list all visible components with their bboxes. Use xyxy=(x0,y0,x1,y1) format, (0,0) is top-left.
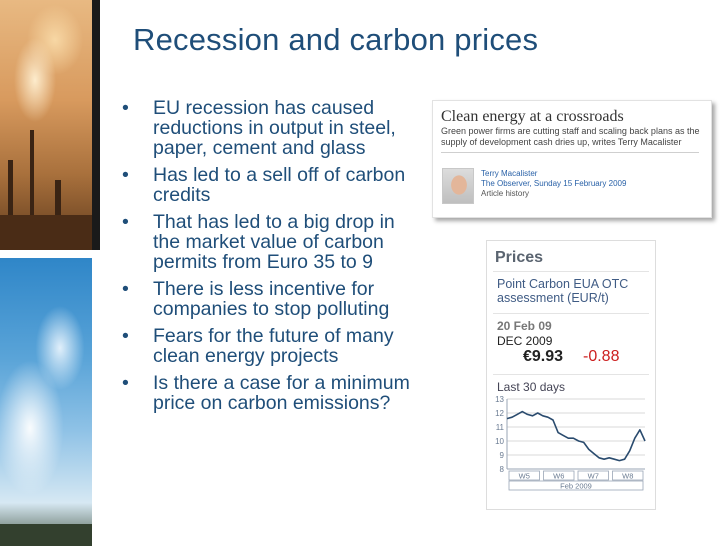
article-date: The Observer, Sunday 15 February 2009 xyxy=(481,179,627,188)
prices-divider xyxy=(493,374,649,375)
bullet-item: • Has led to a sell off of carbon credits xyxy=(122,164,406,206)
slide-title: Recession and carbon prices xyxy=(133,22,539,57)
bullet-marker: • xyxy=(122,325,129,347)
week-box xyxy=(577,470,609,481)
x-tick-label: W8 xyxy=(622,472,633,481)
y-tick-label: 10 xyxy=(495,437,504,446)
article-standfirst: Green power firms are cutting staff and … xyxy=(441,126,700,147)
chart-period-label: Last 30 days xyxy=(497,380,566,394)
week-box xyxy=(508,470,540,481)
prices-heading: Prices xyxy=(495,249,544,266)
article-headline: Clean energy at a crossroads xyxy=(441,108,624,125)
prices-divider xyxy=(493,313,649,314)
article-author: Terry Macalister xyxy=(481,169,538,178)
bullet-item: • Fears for the future of many clean ener… xyxy=(122,325,394,367)
bullet-marker: • xyxy=(122,372,129,394)
carbon-prices-widget: Prices Point Carbon EUA OTC assessment (… xyxy=(486,240,656,510)
x-tick-label: W5 xyxy=(519,472,530,481)
week-box xyxy=(612,470,644,481)
author-photo xyxy=(442,168,474,204)
x-tick-label: W6 xyxy=(553,472,564,481)
price-value: €9.93 xyxy=(523,348,564,365)
bullet-marker: • xyxy=(122,164,129,186)
bullet-marker: • xyxy=(122,97,129,119)
y-tick-label: 8 xyxy=(500,465,505,474)
x-axis-label: Feb 2009 xyxy=(560,482,592,491)
bullet-marker: • xyxy=(122,211,129,233)
x-tick-label: W7 xyxy=(588,472,599,481)
bullet-item: • That has led to a big drop in the marke… xyxy=(122,211,395,273)
y-tick-label: 13 xyxy=(495,395,504,404)
article-history-link: Article history xyxy=(481,189,530,198)
bullet-marker: • xyxy=(122,278,129,300)
y-tick-label: 12 xyxy=(495,409,504,418)
newspaper-article-clipping: Clean energy at a crossroads Green power… xyxy=(432,100,712,218)
photo-divider xyxy=(92,0,100,250)
prices-divider xyxy=(493,271,649,272)
y-tick-label: 11 xyxy=(496,423,505,432)
industrial-smokestack-photo xyxy=(0,0,92,250)
cooling-tower-steam-photo xyxy=(0,258,92,546)
bullet-list: • EU recession has caused reductions in o… xyxy=(122,98,422,420)
bullet-item: • There is less incentive for companies t… xyxy=(122,278,390,320)
y-tick-label: 9 xyxy=(500,451,505,460)
bullet-item: • EU recession has caused reductions in o… xyxy=(122,97,396,159)
price-line-chart: 8 9 10 11 12 13 W5 W6 W7 W8 Feb 2009 xyxy=(495,395,646,491)
week-box xyxy=(543,470,575,481)
month-box xyxy=(508,480,644,491)
price-series-line xyxy=(506,410,646,462)
prices-description: Point Carbon EUA OTC assessment (EUR/t) xyxy=(497,277,629,305)
bullet-item: • Is there a case for a minimum price on … xyxy=(122,372,410,414)
price-contract-period: DEC 2009 xyxy=(497,334,553,348)
price-date: 20 Feb 09 xyxy=(497,319,552,333)
article-divider xyxy=(441,152,699,153)
price-change: -0.88 xyxy=(583,348,620,365)
